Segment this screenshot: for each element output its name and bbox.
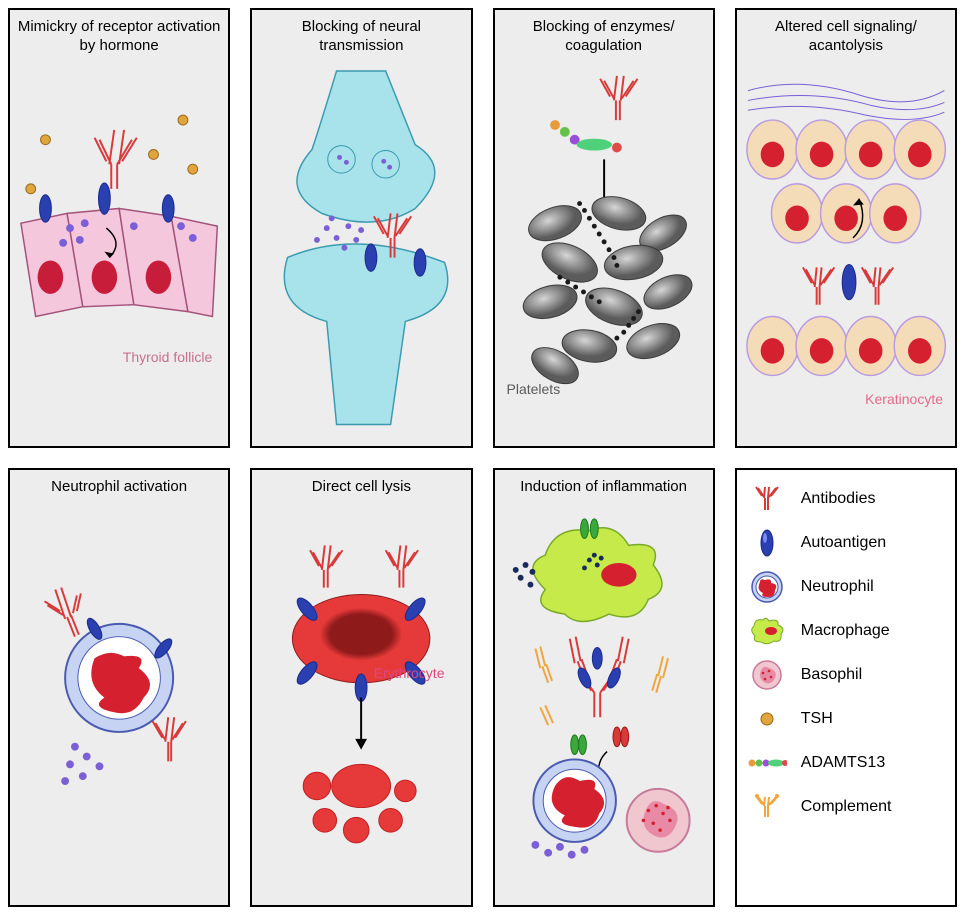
panel-mimickry: Mimickry of receptor activation by hormo… [8,8,230,448]
panel-acantolysis: Altered cell signaling/ acantolysis [735,8,957,448]
panel-title: Blocking of enzymes/ coagulation [501,18,707,56]
caption-keratinocyte: Keratinocyte [865,391,943,407]
adamts13-icon [747,748,787,778]
panel-title: Mimickry of receptor activation by hormo… [16,18,222,56]
legend-row-tsh: TSH [747,704,945,734]
legend-row-autoantigen: Autoantigen [747,528,945,558]
autoantigen-icon [747,528,787,558]
diagram-mimickry: Thyroid follicle [16,60,222,436]
figure-grid: Mimickry of receptor activation by hormo… [8,8,957,907]
legend-label: Neutrophil [801,578,874,596]
tsh-icon [747,704,787,734]
legend: Antibodies Autoantigen Neutrophil [735,468,957,908]
legend-label: ADAMTS13 [801,754,885,772]
panel-title: Direct cell lysis [258,478,464,497]
legend-row-basophil: Basophil [747,660,945,690]
legend-row-neutrophil: Neutrophil [747,572,945,602]
legend-label: Autoantigen [801,534,886,552]
diagram-lysis: Erythrocyte [258,500,464,876]
panel-lysis: Direct cell lysis [250,468,472,908]
legend-label: Complement [801,798,892,816]
caption-thyroid: Thyroid follicle [123,349,212,365]
panel-neutrophil: Neutrophil activation [8,468,230,908]
legend-row-antibodies: Antibodies [747,484,945,514]
caption-erythrocyte: Erythrocyte [374,665,445,681]
panel-title: Neutrophil activation [16,478,222,497]
diagram-acantolysis: Keratinocyte [743,60,949,436]
diagram-coagulation: Platelets [501,60,707,436]
antibodies-icon [747,484,787,514]
legend-row-macrophage: Macrophage [747,616,945,646]
panel-neural: Blocking of neural transmission [250,8,472,448]
complement-icon [747,792,787,822]
caption-platelets: Platelets [507,381,561,397]
panel-title: Blocking of neural transmission [258,18,464,56]
diagram-inflammation [501,500,707,876]
basophil-icon [747,660,787,690]
panel-title: Altered cell signaling/ acantolysis [743,18,949,56]
legend-label: Basophil [801,666,862,684]
neutrophil-icon [747,572,787,602]
macrophage-icon [747,616,787,646]
panel-coagulation: Blocking of enzymes/ coagulation [493,8,715,448]
diagram-neutrophil [16,500,222,876]
diagram-neural [258,60,464,436]
panel-inflammation: Induction of inflammation [493,468,715,908]
legend-label: TSH [801,710,833,728]
legend-row-adamts13: ADAMTS13 [747,748,945,778]
legend-label: Macrophage [801,622,890,640]
legend-label: Antibodies [801,490,876,508]
legend-row-complement: Complement [747,792,945,822]
panel-title: Induction of inflammation [501,478,707,497]
